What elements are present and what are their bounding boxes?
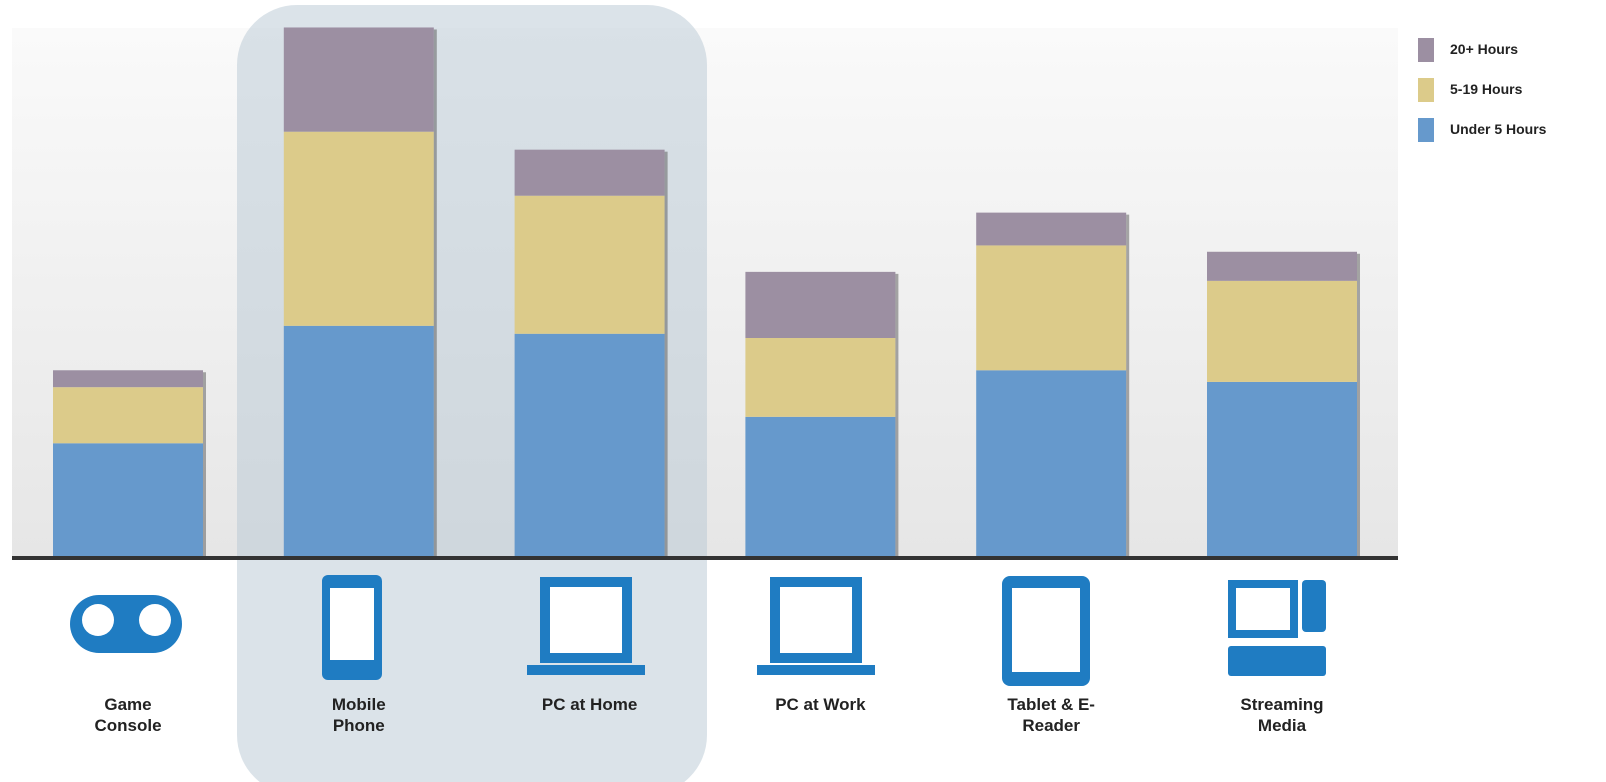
bar-segment (53, 443, 203, 557)
icon-detail (527, 665, 645, 675)
legend-label: 20+ Hours (1450, 41, 1519, 57)
bar-shadow (1126, 214, 1130, 557)
icon-detail (780, 587, 852, 653)
bar-segment (53, 387, 203, 444)
bar-segment (514, 195, 665, 334)
x-tick-label: Mobile Phone (331, 695, 386, 735)
icons (70, 575, 1326, 686)
legend-label: 5-19 Hours (1450, 81, 1523, 97)
bar-segment (283, 27, 434, 132)
bar-segment (514, 333, 665, 557)
bar-segment (283, 131, 434, 326)
x-tick-label: Tablet & E-Reader (1007, 695, 1095, 735)
icon-detail (139, 604, 171, 636)
bar-shadow (664, 151, 668, 558)
icon-box (1228, 646, 1326, 676)
x-tick-label: PC at Work (775, 695, 866, 714)
x-tick-label: Game Console (94, 695, 162, 735)
bar-segment (745, 337, 896, 417)
legend-swatch (1418, 38, 1434, 62)
bar-segment (745, 416, 896, 557)
bar-segment (1207, 381, 1357, 557)
bar-shadow (203, 372, 206, 557)
icon-detail (757, 665, 875, 675)
bar-segment (514, 149, 665, 196)
x-tick-label: Streaming Media (1240, 695, 1324, 735)
bar-segment (976, 212, 1127, 246)
bar-segment (976, 245, 1127, 371)
bar-segment (976, 370, 1127, 557)
icon-detail (1236, 588, 1290, 630)
legend-swatch (1418, 118, 1434, 142)
icon-detail (1012, 588, 1080, 672)
bar-shadow (1357, 253, 1360, 557)
bar-segment (53, 370, 203, 388)
bar-segment (745, 271, 896, 338)
icon-remote (1302, 580, 1326, 632)
bar-segment (1207, 251, 1357, 281)
icon-detail (330, 588, 374, 660)
legend-label: Under 5 Hours (1450, 121, 1547, 137)
x-tick-label: PC at Home (541, 695, 638, 714)
icon-detail (82, 604, 114, 636)
icon-detail (550, 587, 622, 653)
bar-shadow (895, 273, 899, 557)
bar-segment (1207, 280, 1357, 382)
bar-shadow (433, 29, 437, 557)
legend-swatch (1418, 78, 1434, 102)
bar-segment (283, 325, 434, 557)
